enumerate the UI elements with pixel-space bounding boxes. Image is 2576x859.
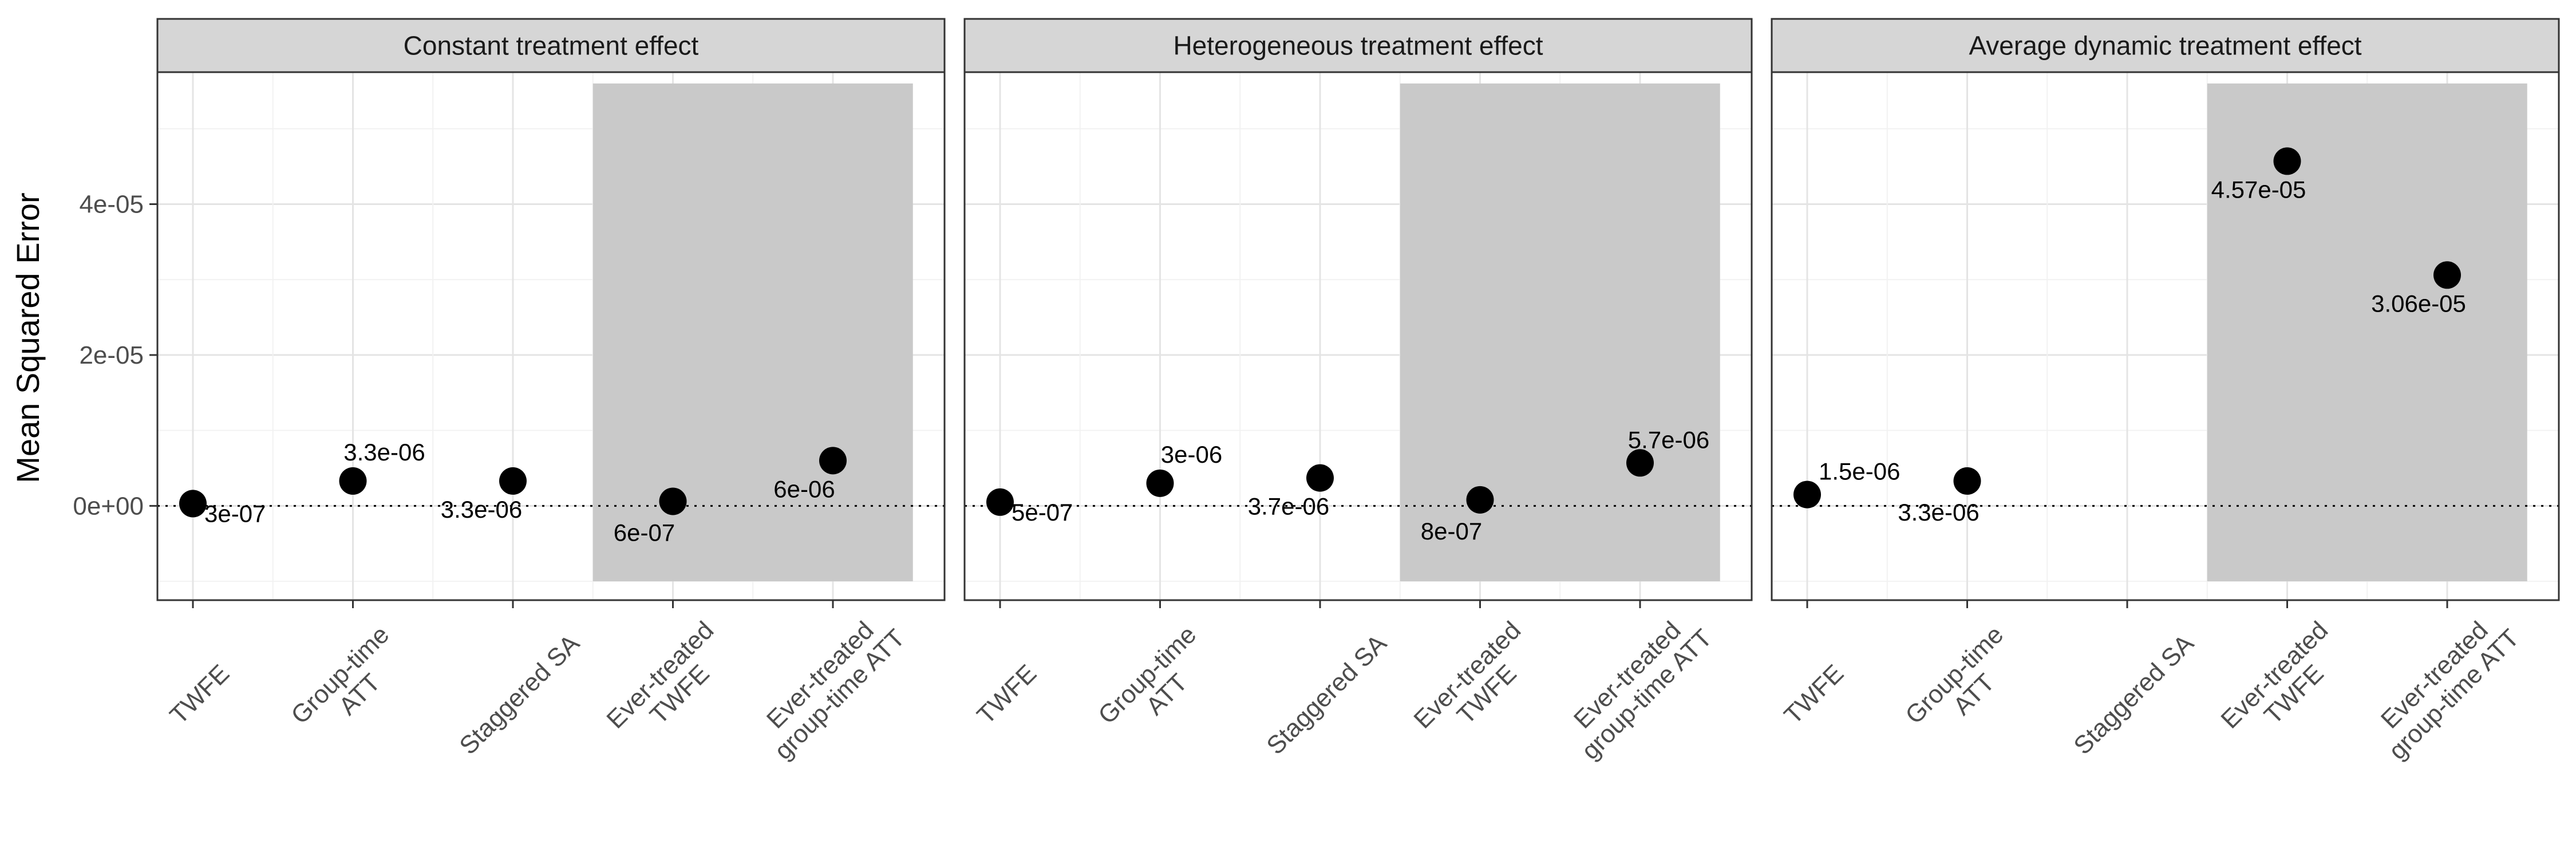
facet-panel-1: Constant treatment effect 3e-07 3.3e-06 3.3… — [156, 18, 946, 765]
data-point — [659, 487, 687, 515]
y-tick-label: 4e-05 — [79, 191, 144, 219]
x-tick-label: TWFE — [1779, 659, 1849, 730]
data-label: 3e-07 — [204, 500, 266, 527]
x-tick-label: TWFE — [971, 659, 1042, 730]
data-point — [2273, 147, 2301, 175]
data-label: 8e-07 — [1421, 518, 1482, 545]
data-label: 6e-07 — [614, 519, 675, 546]
data-label: 1.5e-06 — [1819, 458, 1900, 485]
x-tick-label: TWFE — [164, 659, 235, 730]
data-label: 3.3e-06 — [1898, 499, 1979, 526]
x-tick-label: Ever-treatedgroup-time ATT — [1556, 604, 1717, 765]
facet-strip — [963, 18, 1753, 73]
facet-title: Heterogeneous treatment effect — [1173, 31, 1543, 61]
x-tick-label: Group-timeATT — [1900, 621, 2028, 749]
data-point — [986, 488, 1014, 516]
data-point — [1466, 486, 1494, 514]
data-point — [2433, 261, 2461, 289]
x-tick-label: Ever-treatedTWFE — [601, 616, 738, 754]
y-tick-label: 2e-05 — [79, 341, 144, 369]
x-tick-label: Group-timeATT — [286, 621, 414, 749]
data-point — [1146, 469, 1174, 497]
facet-strip — [156, 18, 946, 73]
facet-panels: Constant treatment effect 3e-07 3.3e-06 3.3… — [156, 18, 2560, 765]
data-label: 5.7e-06 — [1628, 426, 1709, 453]
x-tick-label: Staggered SA — [1261, 629, 1392, 760]
x-tick-label: Ever-treatedgroup-time ATT — [749, 604, 910, 765]
data-point — [1953, 467, 1981, 495]
facet-title: Constant treatment effect — [404, 31, 699, 61]
shaded-region — [592, 83, 913, 582]
facet-title: Average dynamic treatment effect — [1969, 31, 2361, 61]
x-tick-label: Ever-treatedTWFE — [2215, 616, 2353, 754]
data-label: 4.57e-05 — [2211, 176, 2306, 203]
x-tick-label: Ever-treatedTWFE — [1408, 616, 1546, 754]
data-point — [179, 490, 207, 518]
data-point — [1306, 464, 1334, 492]
data-label: 3e-06 — [1161, 441, 1222, 468]
shaded-region — [1400, 83, 1720, 582]
data-point — [1793, 480, 1821, 509]
data-label: 3.7e-06 — [1248, 493, 1329, 520]
x-tick-label: Ever-treatedgroup-time ATT — [2364, 604, 2524, 765]
facet-panel-3: Average dynamic treatment effect 1.5e-06 3… — [1771, 18, 2560, 765]
x-tick-label: Staggered SA — [454, 629, 585, 760]
data-point — [339, 467, 367, 495]
data-point — [1626, 449, 1654, 477]
y-axis: 0e+00 2e-05 4e-05 — [73, 191, 157, 520]
y-tick-label: 0e+00 — [73, 492, 144, 520]
data-label: 6e-06 — [773, 475, 835, 502]
data-label: 5e-07 — [1012, 499, 1073, 526]
y-axis-title: Mean Squared Error — [10, 192, 46, 483]
data-point — [819, 447, 847, 475]
shaded-region — [2207, 83, 2527, 582]
panel-border — [1771, 71, 2560, 601]
panel-border — [156, 71, 946, 601]
x-tick-label: Group-timeATT — [1093, 621, 1221, 749]
data-label: 3.3e-06 — [343, 439, 425, 466]
data-point — [499, 467, 527, 495]
data-label: 3.3e-06 — [441, 496, 522, 523]
facet-panel-2: Heterogeneous treatment effect 5e-07 3e-06… — [963, 18, 1753, 765]
panel-border — [963, 71, 1753, 601]
data-label: 3.06e-05 — [2371, 290, 2466, 317]
x-tick-label: Staggered SA — [2068, 629, 2199, 760]
